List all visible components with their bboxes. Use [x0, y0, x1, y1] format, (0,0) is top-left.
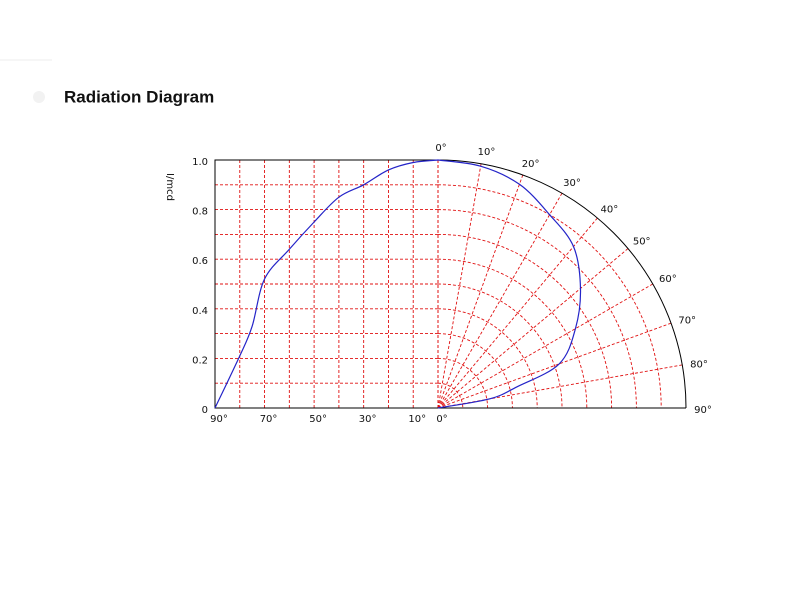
- y-tick-label: 0.4: [192, 306, 208, 317]
- angle-tick-label: 20°: [522, 159, 540, 170]
- x-tick-label: 30°: [359, 414, 377, 425]
- angle-tick-label: 30°: [563, 178, 581, 189]
- angle-tick-label: 70°: [678, 315, 696, 326]
- x-tick-label: 10°: [408, 414, 426, 425]
- grid-arc: [437, 209, 637, 409]
- grid-arc: [437, 308, 538, 409]
- y-tick-label: 0.8: [192, 207, 208, 218]
- radial-grid-line: [437, 283, 653, 409]
- y-tick-label: 0.6: [192, 256, 208, 267]
- x-tick-label: 0°: [436, 414, 447, 425]
- angle-tick-label: 50°: [633, 237, 651, 248]
- angle-tick-label: 60°: [659, 274, 677, 285]
- icon: [33, 91, 45, 103]
- angle-tick-label: 80°: [690, 360, 708, 371]
- chart-title: Radiation Diagram: [64, 87, 214, 106]
- x-tick-label: 50°: [309, 414, 327, 425]
- x-tick-label: 90°: [210, 414, 228, 425]
- outer-arc: [437, 159, 687, 409]
- grid-arc: [437, 283, 563, 409]
- angle-tick-label: 40°: [601, 204, 619, 215]
- radial-grid-line: [437, 322, 672, 409]
- y-tick-label: 0: [202, 405, 208, 416]
- y-tick-label: 1.0: [192, 157, 208, 168]
- grid-arc: [437, 333, 513, 409]
- radial-grid-line: [437, 193, 563, 409]
- angle-tick-label: 90°: [694, 405, 712, 416]
- grid-arc: [437, 233, 613, 409]
- polar-curve: [437, 159, 582, 409]
- cartesian-curve: [214, 159, 439, 409]
- x-tick-label: 70°: [260, 414, 278, 425]
- y-axis-label: I/mcd: [164, 173, 175, 201]
- grid-arc: [437, 258, 588, 409]
- y-tick-label: 0.2: [192, 355, 208, 366]
- radial-grid-line: [437, 174, 524, 409]
- grid-arc: [437, 184, 662, 409]
- angle-tick-label: 0°: [435, 143, 446, 154]
- radial-grid-line: [437, 163, 482, 409]
- radial-grid-line: [437, 248, 629, 409]
- angle-tick-label: 10°: [478, 147, 496, 158]
- radial-grid-line: [437, 217, 598, 409]
- frame: [214, 159, 686, 409]
